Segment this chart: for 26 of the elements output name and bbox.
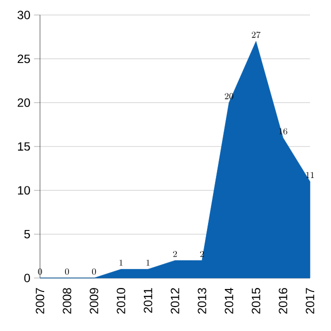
- data-label: 0: [92, 268, 96, 275]
- data-label: 2: [173, 250, 177, 257]
- data-label: 0: [38, 268, 42, 275]
- y-tick-label: 30: [18, 10, 30, 20]
- y-tick-label: 10: [18, 186, 30, 195]
- x-tick-label: 2011: [144, 288, 152, 313]
- data-label: 0: [65, 268, 69, 275]
- x-tick-label: 2014: [224, 288, 234, 314]
- x-tick-label: 2013: [198, 288, 206, 314]
- data-label: 11: [306, 172, 314, 178]
- y-tick-label: 15: [18, 142, 30, 151]
- y-tick-label: 0: [24, 274, 30, 282]
- x-tick-label: 2017: [306, 288, 314, 314]
- data-label: 1: [146, 260, 150, 266]
- x-tick-label: 2010: [116, 288, 126, 314]
- data-label: 27: [252, 32, 260, 38]
- x-tick-label: 2012: [170, 288, 180, 314]
- y-tick-label: 5: [24, 230, 30, 238]
- x-tick-label: 2016: [278, 288, 288, 314]
- y-tick-label: 20: [18, 98, 30, 107]
- x-tick-label: 2008: [62, 288, 72, 314]
- x-tick-label: 2007: [36, 288, 44, 314]
- x-tick-label: 2009: [90, 288, 98, 314]
- data-label: 1: [120, 260, 123, 266]
- y-tick-label: 25: [18, 54, 30, 64]
- x-tick-label: 2015: [252, 288, 260, 314]
